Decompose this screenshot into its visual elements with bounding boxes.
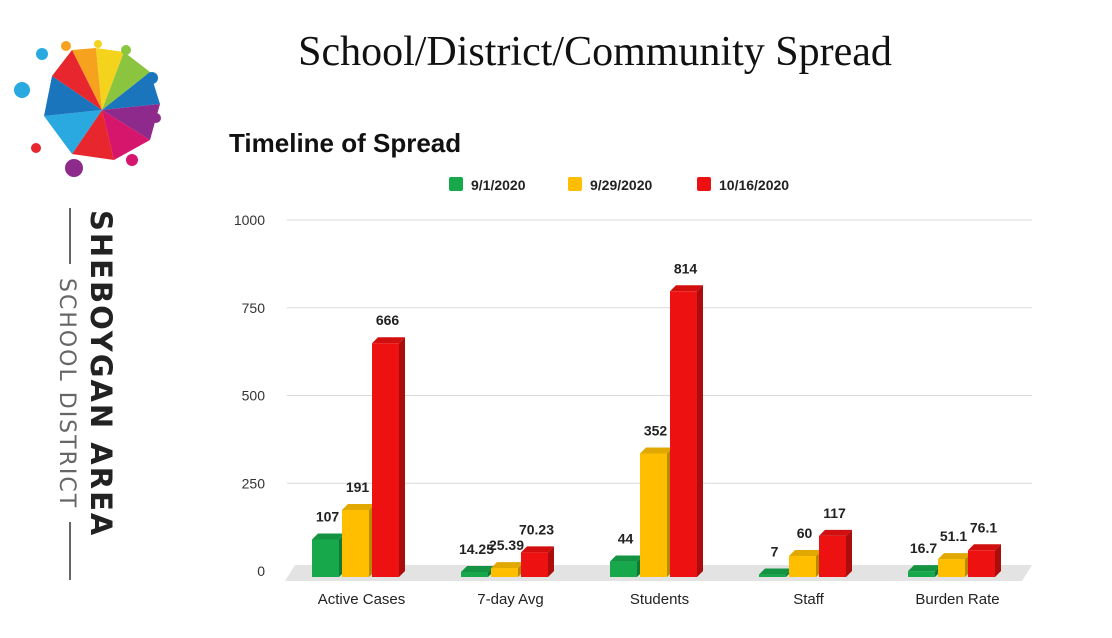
legend-swatch <box>449 177 463 191</box>
bar-top <box>819 529 852 536</box>
bar-top <box>372 337 405 344</box>
bar <box>640 453 667 577</box>
data-label: 76.1 <box>970 519 997 535</box>
bar <box>342 509 369 577</box>
district-subtitle: SCHOOL DISTRICT <box>54 278 79 510</box>
bar-side <box>846 529 852 577</box>
legend-label: 9/1/2020 <box>471 177 526 193</box>
data-label: 814 <box>674 260 698 276</box>
y-tick-label: 250 <box>242 475 266 491</box>
bar <box>759 574 786 577</box>
bar-top <box>312 533 345 540</box>
bar <box>938 559 965 577</box>
bar-top <box>521 546 554 553</box>
data-label: 191 <box>346 479 370 495</box>
bar-top <box>610 555 643 562</box>
bar-top <box>938 553 971 560</box>
legend-swatch <box>697 177 711 191</box>
x-tick-label: Staff <box>793 591 824 608</box>
bar-top <box>670 285 703 292</box>
y-tick-label: 1000 <box>234 212 265 228</box>
data-label: 44 <box>618 531 634 547</box>
bar <box>461 571 488 577</box>
bar <box>372 343 399 577</box>
data-label: 107 <box>316 508 340 524</box>
bar-top <box>908 565 941 572</box>
x-tick-label: 7-day Avg <box>477 591 543 608</box>
bar <box>491 568 518 577</box>
bar <box>908 571 935 577</box>
data-label: 7 <box>771 544 779 560</box>
legend-label: 10/16/2020 <box>719 177 789 193</box>
bar <box>670 291 697 577</box>
bar-side <box>548 546 554 577</box>
data-label: 60 <box>797 525 813 541</box>
chart-title: Timeline of Spread <box>229 128 462 158</box>
data-label: 25.39 <box>489 537 524 553</box>
bar-side <box>697 285 703 577</box>
x-tick-label: Burden Rate <box>915 591 999 608</box>
bar <box>819 535 846 577</box>
data-label: 16.7 <box>910 540 937 556</box>
data-label: 51.1 <box>940 528 967 544</box>
bar-top <box>640 447 673 454</box>
data-label: 666 <box>376 312 400 328</box>
legend-label: 9/29/2020 <box>590 177 652 193</box>
bar-top <box>759 568 792 575</box>
data-label: 117 <box>823 505 846 521</box>
data-label: 352 <box>644 422 668 438</box>
bar <box>789 555 816 577</box>
bar-top <box>968 544 1001 551</box>
x-tick-label: Active Cases <box>318 591 406 608</box>
slide-title: School/District/Community Spread <box>298 29 892 75</box>
y-tick-label: 750 <box>242 300 266 316</box>
bar-side <box>399 337 405 577</box>
bar <box>610 561 637 577</box>
bar-top <box>491 562 524 569</box>
bar-top <box>789 549 822 556</box>
data-label: 70.23 <box>519 521 554 537</box>
bar-side <box>995 544 1001 577</box>
district-logo-icon <box>14 40 161 177</box>
bar <box>312 539 339 577</box>
x-tick-label: Students <box>630 591 689 608</box>
y-tick-label: 0 <box>257 563 265 579</box>
district-top-rule <box>69 208 71 264</box>
bar-top <box>461 565 494 572</box>
bar <box>968 550 995 577</box>
district-bottom-rule <box>69 522 71 580</box>
data-label: 14.25 <box>459 541 494 557</box>
legend-swatch <box>568 177 582 191</box>
bar <box>521 552 548 577</box>
district-name: SHEBOYGAN AREA <box>84 210 118 538</box>
y-tick-label: 500 <box>242 388 266 404</box>
bar-top <box>342 503 375 510</box>
